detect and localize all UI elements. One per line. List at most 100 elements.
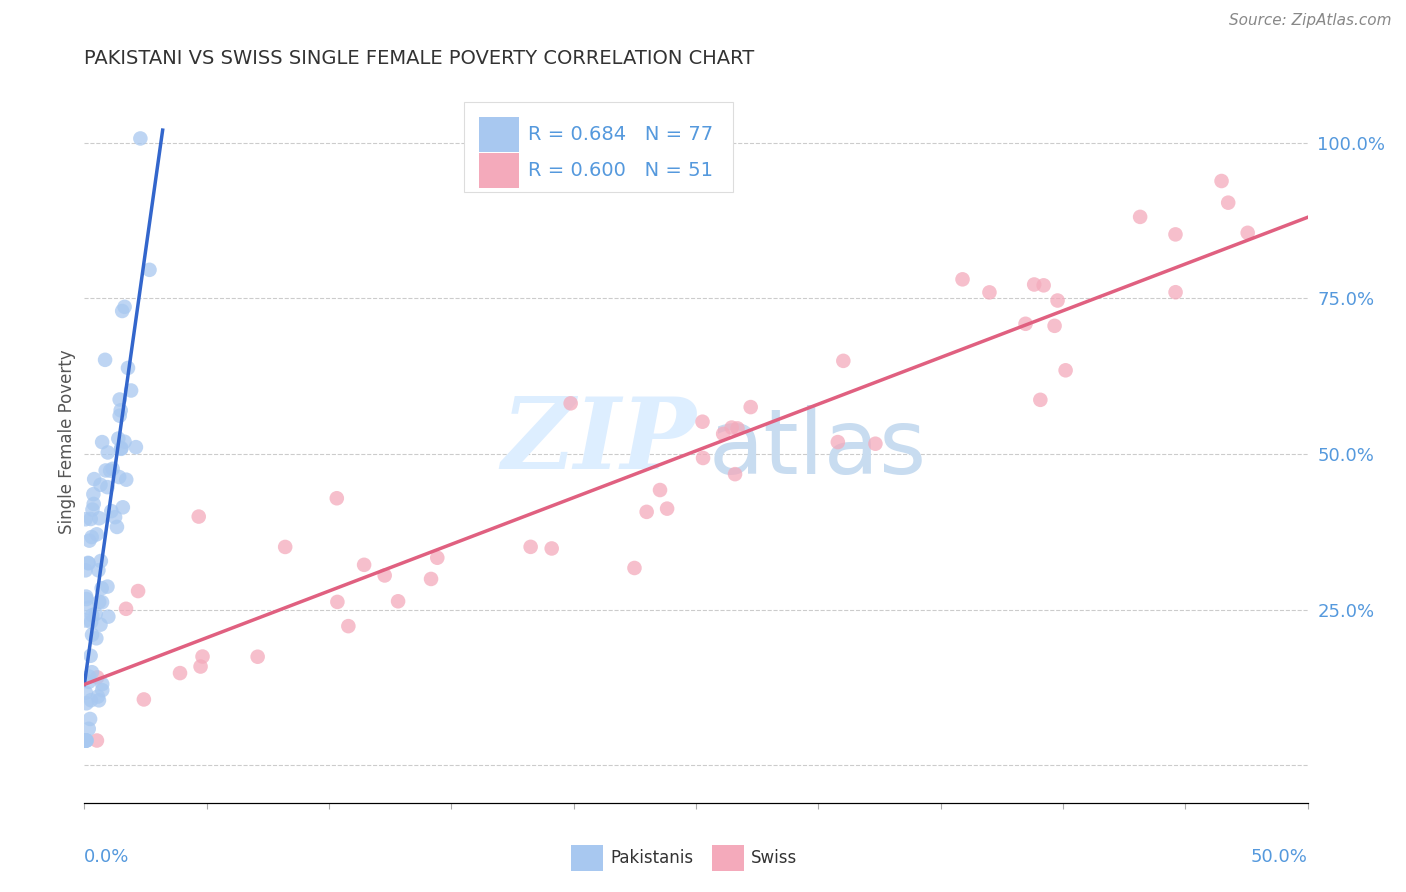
Point [827, 435, 849, 450]
Point [115, 602, 138, 616]
Point [132, 692, 155, 706]
Point [91, 435, 114, 450]
Text: Pakistanis: Pakistanis [610, 849, 693, 867]
Point [353, 558, 375, 572]
Point [111, 304, 134, 318]
Point [111, 500, 134, 515]
Point [1043, 318, 1066, 333]
Point [76, 592, 98, 607]
Point [387, 594, 409, 608]
Point [190, 659, 212, 673]
Text: atlas: atlas [709, 405, 927, 492]
Text: 50.0%: 50.0% [1251, 847, 1308, 865]
Point [540, 541, 562, 556]
Point [77, 722, 100, 736]
Point [246, 649, 269, 664]
Point [89, 595, 111, 609]
Point [740, 400, 762, 414]
Point [94, 463, 117, 477]
Point [89, 617, 111, 632]
Point [648, 483, 671, 497]
Point [108, 392, 131, 407]
Point [75, 696, 97, 710]
Point [110, 441, 132, 455]
Point [655, 501, 678, 516]
Point [420, 572, 443, 586]
Point [101, 462, 124, 476]
Point [79, 712, 101, 726]
Point [87, 690, 110, 704]
Point [636, 505, 658, 519]
Point [108, 409, 131, 423]
Point [692, 450, 714, 465]
Point [326, 491, 349, 506]
Point [75, 686, 97, 700]
Point [97, 445, 120, 459]
Point [86, 527, 108, 541]
Point [560, 396, 582, 410]
Point [89, 511, 111, 525]
Point [79, 648, 101, 663]
Text: ZIP: ZIP [501, 393, 696, 490]
Point [91, 683, 114, 698]
Point [86, 632, 108, 646]
Point [77, 600, 100, 615]
Point [1032, 278, 1054, 293]
Point [519, 540, 541, 554]
FancyBboxPatch shape [479, 153, 519, 188]
Point [100, 504, 122, 518]
Point [692, 415, 714, 429]
Point [76, 733, 98, 747]
Point [80, 512, 103, 526]
Point [129, 131, 152, 145]
Point [105, 520, 128, 534]
Point [80, 628, 103, 642]
Point [117, 360, 139, 375]
Text: Swiss: Swiss [751, 849, 797, 867]
Point [96, 480, 118, 494]
Point [1164, 227, 1187, 242]
Point [169, 666, 191, 681]
Text: R = 0.684   N = 77: R = 0.684 N = 77 [529, 125, 713, 145]
Point [1046, 293, 1069, 308]
Point [77, 670, 100, 684]
Point [75, 614, 97, 628]
Point [107, 432, 129, 446]
Point [979, 285, 1001, 300]
Point [87, 563, 110, 577]
Point [832, 354, 855, 368]
Point [1211, 174, 1233, 188]
Point [77, 674, 100, 689]
Point [191, 649, 214, 664]
Point [82, 487, 104, 501]
Point [865, 436, 887, 450]
Point [75, 733, 97, 747]
Point [80, 665, 103, 680]
Point [77, 557, 100, 571]
Point [1129, 210, 1152, 224]
Point [1164, 285, 1187, 300]
Point [114, 434, 136, 449]
Point [98, 464, 121, 478]
Point [94, 352, 117, 367]
Point [75, 733, 97, 747]
Point [77, 556, 100, 570]
Point [187, 509, 209, 524]
Point [90, 554, 112, 568]
Point [108, 470, 131, 484]
Point [337, 619, 360, 633]
Point [75, 733, 97, 747]
Point [91, 677, 114, 691]
Point [75, 733, 97, 747]
Point [1054, 363, 1077, 377]
Point [75, 590, 97, 604]
Point [120, 384, 142, 398]
Point [75, 733, 97, 747]
Text: R = 0.600   N = 51: R = 0.600 N = 51 [529, 161, 713, 180]
Point [114, 300, 136, 314]
Point [87, 693, 110, 707]
Point [75, 512, 97, 526]
Point [724, 467, 747, 482]
FancyBboxPatch shape [464, 102, 733, 193]
Point [426, 550, 449, 565]
